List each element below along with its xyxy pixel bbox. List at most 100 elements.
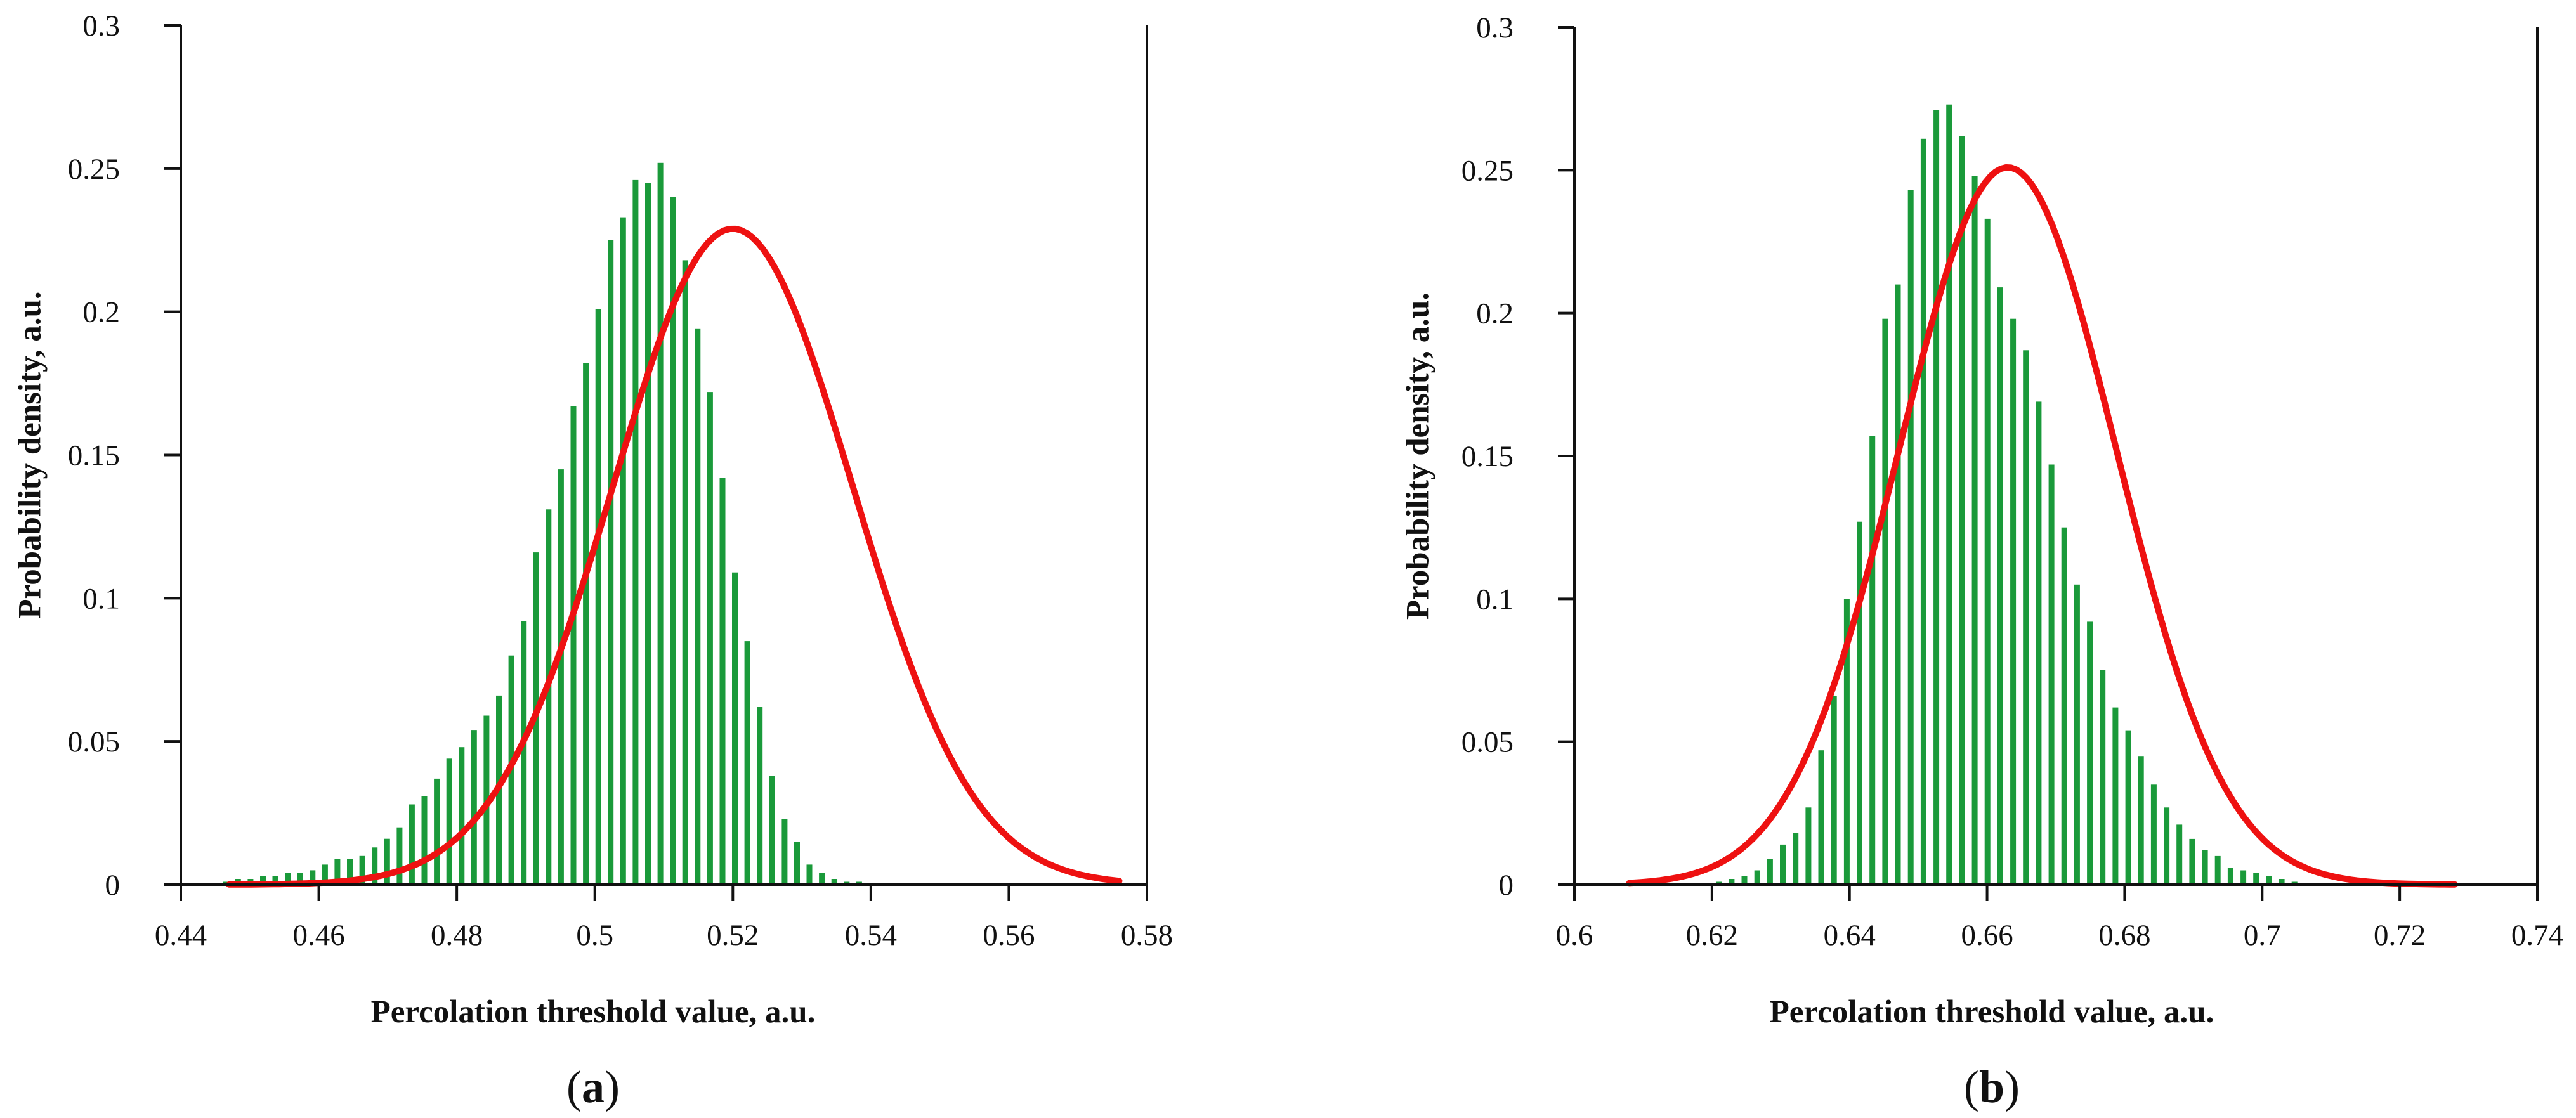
histogram-bar (707, 392, 713, 885)
x-axis-title: Percolation threshold value, a.u. (371, 994, 816, 1030)
histogram-bar (2036, 401, 2042, 885)
y-tick-label: 0.25 (68, 153, 120, 186)
x-tick-label: 0.72 (2374, 919, 2426, 952)
panel-label: (b) (1964, 1062, 2020, 1112)
y-tick-label: 0.3 (1476, 11, 1514, 44)
y-tick-label: 0.15 (68, 439, 120, 472)
histogram-bar (409, 804, 415, 885)
y-tick-label: 0.05 (68, 725, 120, 758)
histogram-bar (1971, 176, 1978, 885)
histogram-bar (521, 621, 527, 885)
x-tick-label: 0.54 (845, 919, 897, 952)
histogram-bar (1716, 881, 1722, 885)
x-tick-label: 0.58 (1121, 919, 1173, 952)
histogram-bar (744, 641, 750, 885)
histogram-bar (1741, 876, 1748, 885)
histogram-bar (2074, 584, 2080, 885)
histogram-bar (819, 873, 825, 885)
histogram-bar (558, 469, 564, 885)
histogram-bar (1754, 870, 1760, 885)
histogram-bar (682, 260, 688, 885)
histogram-bar (2023, 350, 2029, 885)
histogram-bar (2176, 824, 2183, 885)
histogram-bar (1805, 807, 1812, 885)
histogram-bar (1997, 287, 2003, 885)
histogram-bar (372, 847, 378, 885)
histogram-bar (1984, 218, 1991, 885)
x-tick-label: 0.46 (292, 919, 344, 952)
histogram-bar (719, 478, 726, 885)
histogram-bar (2202, 850, 2208, 885)
histogram-bar (844, 881, 850, 885)
histogram-bar (2240, 870, 2247, 885)
x-axis-title: Percolation threshold value, a.u. (1770, 994, 2214, 1030)
x-tick-label: 0.5 (576, 919, 613, 952)
histogram-bar (2087, 621, 2093, 885)
histogram-bar (2061, 527, 2067, 885)
bars-b (1716, 104, 2298, 885)
histogram-bar (1895, 284, 1901, 885)
histogram-bar (645, 183, 651, 885)
histogram-bar (757, 707, 763, 885)
histogram-bar (459, 747, 465, 885)
histogram-bar (2010, 318, 2017, 885)
histogram-bar (2266, 876, 2272, 885)
histogram-bar (595, 309, 601, 885)
y-tick-label: 0.25 (1461, 154, 1514, 187)
y-tick-label: 0 (105, 869, 121, 902)
x-tick-label: 0.66 (1961, 919, 2013, 952)
histogram-bar (2253, 873, 2259, 885)
histogram-bar (1959, 136, 1965, 885)
histogram-bar (1946, 104, 1952, 885)
histogram-bar (1831, 696, 1837, 885)
histogram-bar (856, 881, 862, 885)
histogram-bar (2227, 868, 2233, 885)
histogram-bar (1780, 844, 1786, 885)
histogram-bar (434, 778, 440, 885)
histogram-bar (1907, 190, 1914, 885)
histogram-bar (310, 870, 316, 885)
bars-a (223, 162, 862, 885)
histogram-bar (1882, 318, 1888, 885)
axes-a: 0.44 0.46 0.48 0.5 0.52 0.54 0.56 0.58 0 0.05 0.1 0… (68, 10, 1173, 952)
panel-letter: a (582, 1062, 605, 1112)
histogram-bar (1818, 750, 1824, 885)
histogram-bar (2164, 807, 2170, 885)
histogram-bar (1793, 833, 1799, 885)
y-tick-label: 0.3 (82, 10, 120, 42)
histogram-bar (2112, 707, 2119, 885)
histogram-bar (2279, 879, 2285, 885)
histogram-bar (2048, 464, 2055, 885)
histogram-bar (1933, 110, 1940, 885)
y-tick-label: 0.1 (1476, 583, 1514, 616)
histogram-bar (260, 876, 266, 885)
histogram-bar (732, 572, 738, 885)
histogram-bar (2291, 881, 2298, 885)
y-tick-label: 0 (1499, 869, 1514, 902)
histogram-bar (670, 197, 676, 885)
normal-fit-curve (226, 225, 1123, 888)
histogram-bar (794, 842, 800, 885)
labels-a: Percolation threshold value, a.u. Probab… (13, 291, 816, 1112)
histogram-bar (2138, 756, 2144, 885)
y-tick-label: 0.1 (82, 582, 120, 615)
chart-panel-b: 0.6 0.62 0.64 0.66 0.68 0.7 0.72 0.74 0 0.05 0.1 0.… (1401, 11, 2563, 1112)
fit-curve-group-b (1626, 164, 2458, 888)
x-tick-label: 0.62 (1686, 919, 1738, 952)
histogram-bar (831, 879, 837, 885)
fit-curve-group-a (226, 225, 1123, 888)
x-tick-label: 0.68 (2098, 919, 2150, 952)
y-axis-title: Probability density, a.u. (1401, 292, 1436, 620)
axes-b: 0.6 0.62 0.64 0.66 0.68 0.7 0.72 0.74 0 0.05 0.1 0.… (1461, 11, 2563, 952)
y-axis-title: Probability density, a.u. (13, 291, 48, 618)
histogram-bar (546, 509, 552, 885)
histogram-bar (285, 873, 291, 885)
histogram-bar (421, 796, 428, 885)
histogram-bar (272, 876, 278, 885)
histogram-bar (620, 217, 626, 885)
histogram-bar (806, 864, 813, 885)
panel-label: (a) (566, 1062, 620, 1112)
histogram-bar (570, 406, 577, 885)
histogram-bar (471, 730, 477, 885)
